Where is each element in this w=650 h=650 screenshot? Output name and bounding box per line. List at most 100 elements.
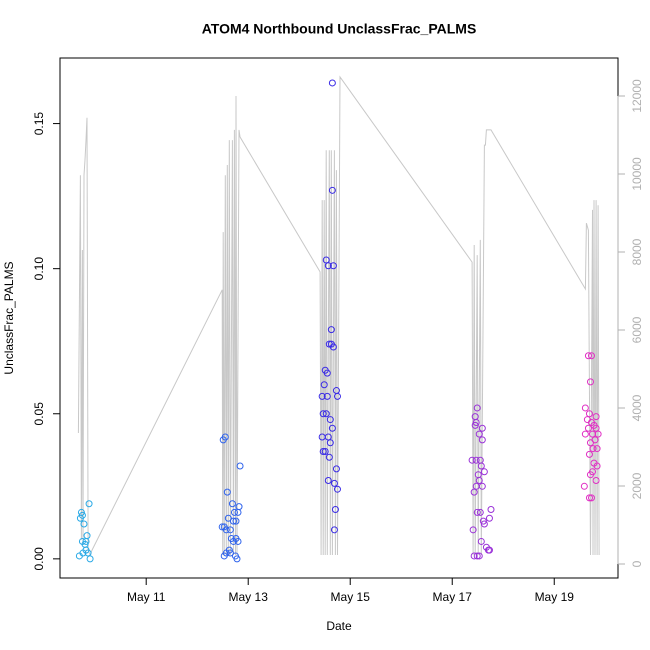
- data-point: [584, 424, 592, 432]
- data-point: [472, 456, 480, 464]
- data-point: [468, 456, 476, 464]
- data-point: [485, 546, 493, 554]
- data-point: [328, 424, 336, 432]
- data-point: [330, 526, 338, 534]
- data-point: [329, 262, 337, 270]
- data-point: [323, 392, 331, 400]
- data-point: [333, 485, 341, 493]
- data-point: [82, 537, 90, 545]
- x-tick-label: May 11: [127, 590, 166, 604]
- data-point: [226, 526, 234, 534]
- data-point: [330, 479, 338, 487]
- data-point: [479, 517, 487, 525]
- data-point: [587, 352, 595, 360]
- data-point: [593, 462, 601, 470]
- data-point: [229, 537, 237, 545]
- data-point: [478, 436, 486, 444]
- data-point: [328, 186, 336, 194]
- data-point: [476, 508, 484, 516]
- data-point: [473, 552, 481, 560]
- data-point: [226, 549, 234, 557]
- data-point: [331, 506, 339, 514]
- data-point: [327, 326, 335, 334]
- y-tick-label: 0.00: [32, 547, 46, 571]
- data-point: [86, 555, 94, 563]
- data-point: [588, 430, 596, 438]
- data-point: [586, 471, 594, 479]
- data-point: [332, 465, 340, 473]
- data-point: [333, 392, 341, 400]
- data-point: [222, 549, 230, 557]
- data-point: [587, 494, 595, 502]
- data-point: [469, 526, 477, 534]
- y2-tick-label: 8000: [630, 238, 644, 265]
- data-point: [318, 392, 326, 400]
- data-point: [473, 404, 481, 412]
- data-point: [319, 410, 327, 418]
- y2-tick-label: 2000: [630, 472, 644, 499]
- data-point: [584, 352, 592, 360]
- data-point: [233, 555, 241, 563]
- data-point: [224, 514, 232, 522]
- altitude-line: [77, 75, 600, 557]
- chart-title: ATOM4 Northbound UnclassFrac_PALMS: [202, 21, 477, 37]
- data-point: [585, 494, 593, 502]
- data-point: [471, 421, 479, 429]
- data-point: [487, 506, 495, 514]
- data-point: [322, 410, 330, 418]
- x-tick-label: May 15: [331, 590, 371, 604]
- data-point: [480, 468, 488, 476]
- data-point: [78, 537, 86, 545]
- data-point: [581, 404, 589, 412]
- data-point: [475, 477, 483, 484]
- y-tick-label: 0.15: [32, 112, 46, 136]
- data-point: [585, 450, 593, 458]
- data-point: [221, 433, 229, 441]
- y2-tick-label: 10000: [630, 157, 644, 191]
- data-point: [477, 462, 485, 470]
- data-point: [580, 482, 588, 490]
- y2-tick-label: 4000: [630, 394, 644, 421]
- data-point: [77, 508, 85, 516]
- data-point: [232, 517, 240, 525]
- data-point: [326, 439, 334, 447]
- data-point: [321, 447, 329, 455]
- data-point: [320, 381, 328, 389]
- data-point: [229, 517, 237, 525]
- x-axis-label: Date: [326, 619, 352, 633]
- data-point: [328, 79, 336, 87]
- data-point: [475, 552, 483, 560]
- data-point: [326, 416, 334, 424]
- y-tick-label: 0.05: [32, 402, 46, 426]
- x-tick-label: May 19: [535, 590, 575, 604]
- y2-tick-label: 6000: [630, 316, 644, 343]
- data-point: [470, 552, 478, 560]
- data-point: [478, 424, 486, 432]
- data-point: [592, 477, 600, 484]
- data-point: [230, 508, 238, 516]
- data-point: [586, 439, 594, 447]
- data-point: [593, 445, 601, 453]
- data-point: [581, 430, 589, 438]
- x-tick-label: May 13: [229, 590, 269, 604]
- data-point: [329, 343, 337, 351]
- y2-tick-label: 0: [630, 560, 644, 567]
- data-point: [325, 453, 333, 461]
- y-tick-label: 0.10: [32, 257, 46, 281]
- y-axis-label: UnclassFrac_PALMS: [2, 261, 16, 374]
- data-point: [222, 526, 230, 534]
- data-point: [78, 511, 86, 519]
- data-point: [592, 413, 600, 421]
- data-point: [80, 520, 88, 528]
- data-point: [473, 508, 481, 516]
- data-point: [85, 500, 93, 508]
- data-point: [478, 482, 486, 490]
- data-point: [324, 477, 332, 484]
- data-point: [234, 537, 242, 545]
- data-point: [323, 369, 331, 377]
- data-point: [223, 488, 231, 496]
- data-point: [319, 447, 327, 455]
- data-point: [472, 418, 480, 426]
- y2-tick-label: 12000: [630, 79, 644, 113]
